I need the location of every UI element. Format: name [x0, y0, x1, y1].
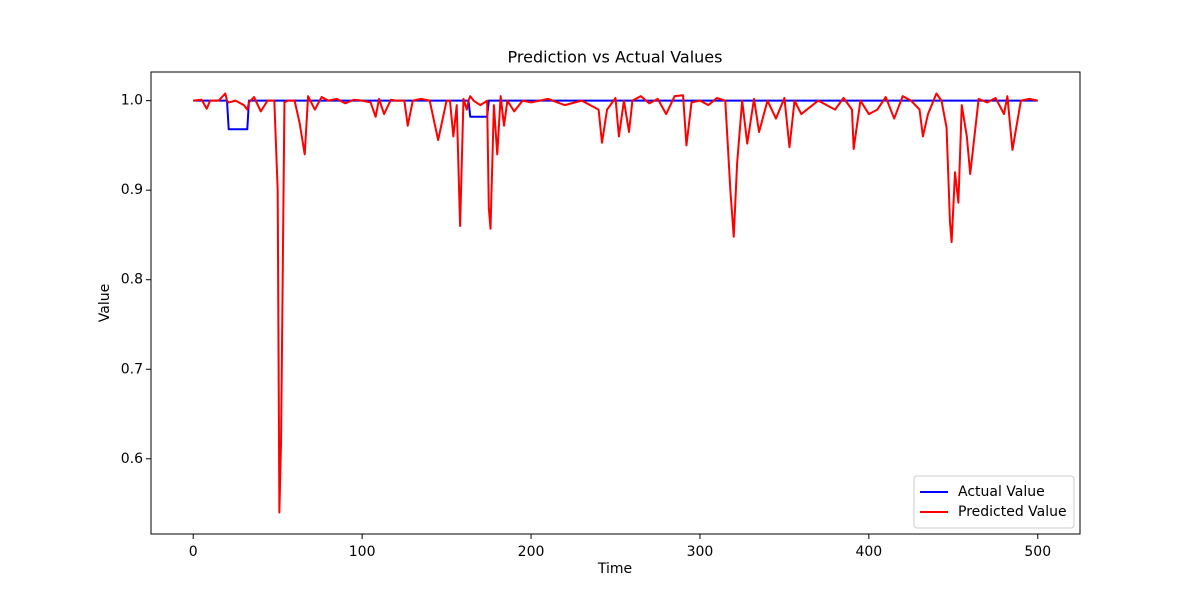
data-line — [193, 92, 1038, 514]
x-axis-label: Time — [597, 561, 632, 577]
x-tick-label: 400 — [855, 544, 882, 560]
x-tick-label: 100 — [349, 544, 376, 560]
x-tick-label: 500 — [1024, 544, 1051, 560]
x-tick-label: 0 — [189, 544, 198, 560]
y-tick-label: 0.8 — [121, 272, 143, 288]
legend-label: Actual Value — [958, 484, 1045, 500]
plot-frame — [150, 71, 1081, 535]
x-tick-label: 300 — [687, 544, 714, 560]
y-tick-label: 1.0 — [121, 93, 143, 109]
data-line — [193, 99, 1038, 131]
x-tick-label: 200 — [518, 544, 545, 560]
y-tick-label: 0.9 — [121, 182, 143, 198]
legend-label: Predicted Value — [958, 504, 1067, 520]
y-tick-label: 0.6 — [121, 451, 143, 467]
chart-title: Prediction vs Actual Values — [508, 48, 723, 67]
y-axis-label: Value — [97, 284, 113, 322]
legend-box — [913, 475, 1075, 529]
y-tick-label: 0.7 — [121, 361, 143, 377]
